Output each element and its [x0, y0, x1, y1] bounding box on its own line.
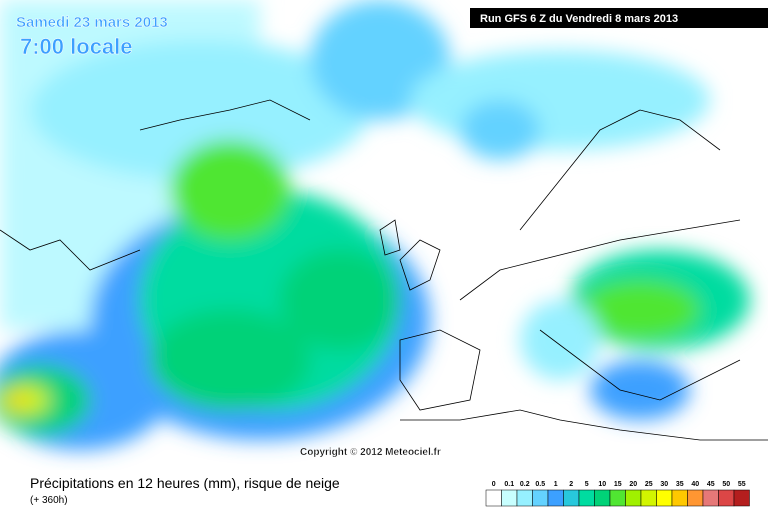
legend-label: 30 — [660, 481, 668, 488]
legend-swatch — [718, 489, 735, 507]
legend-swatch — [733, 489, 750, 507]
legend-swatch — [702, 489, 719, 507]
legend-swatch — [594, 489, 611, 507]
run: Run GFS 6 Z du Vendredi 8 mars 2013 — [480, 13, 678, 25]
legend-label: 5 — [585, 481, 589, 488]
legend-swatch — [532, 489, 549, 507]
run-banner — [470, 8, 768, 28]
legend-label: 10 — [598, 481, 606, 488]
legend-swatch — [687, 489, 704, 507]
legend-swatch — [485, 489, 502, 507]
copyright: Copyright © 2012 Meteociel.fr — [300, 447, 441, 458]
legend-label: 15 — [614, 481, 622, 488]
legend-label: 35 — [676, 481, 684, 488]
legend-swatch — [625, 489, 642, 507]
legend-label: 20 — [629, 481, 637, 488]
legend-label: 45 — [707, 481, 715, 488]
legend-label: 1 — [554, 481, 558, 488]
legend-swatch — [656, 489, 673, 507]
legend-label: 0.2 — [520, 481, 530, 488]
legend-label: 50 — [722, 481, 730, 488]
legend-swatch — [609, 489, 626, 507]
legend: 0 0.1 0.2 0.5 1 2 5 10 15 20 25 30 35 40 45 50 55 — [485, 481, 750, 507]
lead-time: (+ 360h) — [30, 495, 68, 506]
legend-label: 0.5 — [535, 481, 545, 488]
coastlines — [0, 99, 768, 441]
legend-label: 0.1 — [504, 481, 514, 488]
legend-swatch — [563, 489, 580, 507]
legend-swatch — [578, 489, 595, 507]
precipitation — [0, 0, 750, 450]
legend-label: 0 — [492, 481, 496, 488]
legend-swatch — [547, 489, 564, 507]
legend-label: 25 — [645, 481, 653, 488]
time: 7:00 locale — [20, 34, 133, 59]
legend-swatch — [671, 489, 688, 507]
date: Samedi 23 mars 2013 — [16, 14, 168, 31]
legend-label: 40 — [691, 481, 699, 488]
footer-title: Précipitations en 12 heures (mm), risque… — [30, 475, 340, 491]
legend-label: 55 — [738, 481, 746, 488]
legend-swatch — [640, 489, 657, 507]
legend-swatch — [501, 489, 518, 507]
legend-label: 2 — [569, 481, 573, 488]
legend-swatch — [516, 489, 533, 507]
